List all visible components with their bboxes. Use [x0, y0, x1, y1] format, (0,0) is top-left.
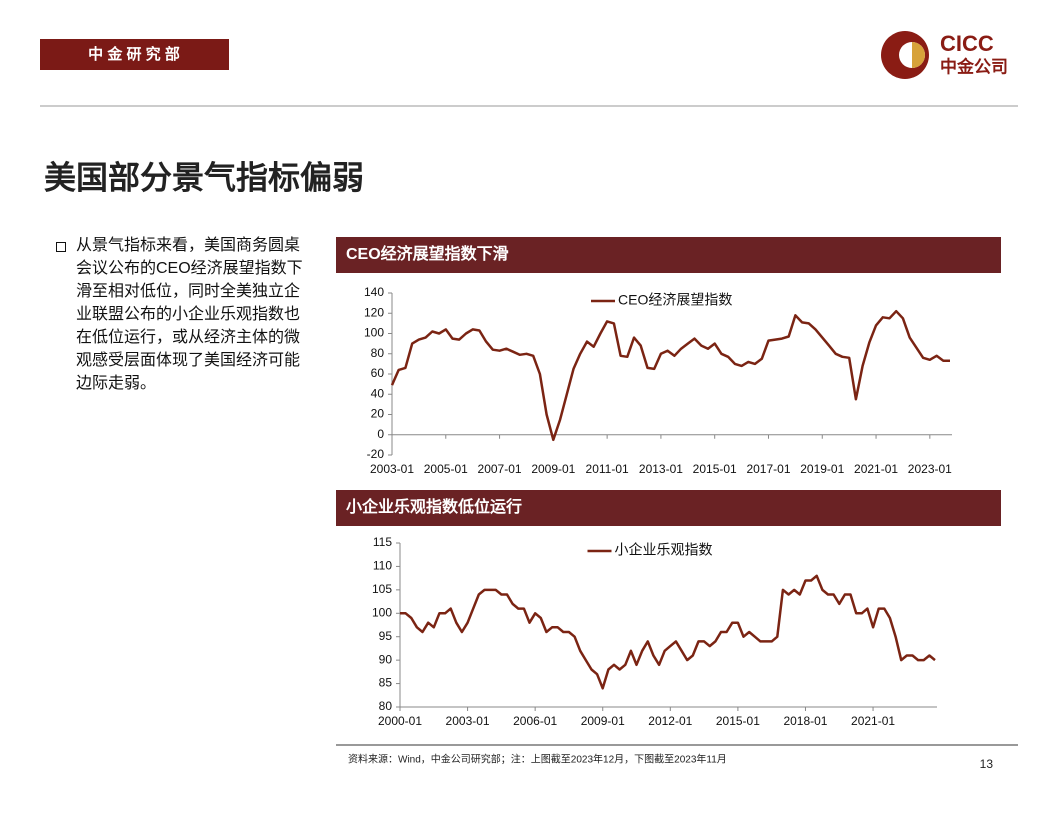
x-tick-label: 2017-01 — [746, 462, 790, 476]
x-tick-label: 2013-01 — [639, 462, 683, 476]
page-number: 13 — [980, 757, 994, 771]
x-tick-label: 2009-01 — [581, 714, 625, 728]
x-tick-label: 2007-01 — [478, 462, 522, 476]
chart-title-bar — [336, 237, 1001, 273]
x-tick-label: 2015-01 — [716, 714, 760, 728]
y-tick-label: 0 — [377, 427, 384, 441]
y-tick-label: 40 — [371, 386, 385, 400]
y-tick-label: 100 — [372, 605, 392, 619]
x-tick-label: 2021-01 — [851, 714, 895, 728]
y-tick-label: 90 — [379, 652, 393, 666]
y-tick-label: 20 — [371, 407, 385, 421]
logo-gold — [912, 42, 925, 68]
data-line — [400, 574, 936, 690]
x-tick-label: 2003-01 — [370, 462, 414, 476]
y-tick-label: 105 — [372, 582, 392, 596]
y-tick-label: 100 — [364, 326, 384, 340]
source: 资料来源：Wind，中金公司研究部；注：上图截至2023年12月，下图截至202… — [348, 753, 727, 766]
x-tick-label: 2009-01 — [531, 462, 575, 476]
x-tick-label: 2015-01 — [693, 462, 737, 476]
chart-title: CEO经济展望指数下滑 — [346, 244, 509, 263]
x-tick-label: 2012-01 — [648, 714, 692, 728]
x-tick-label: 2006-01 — [513, 714, 557, 728]
x-tick-label: 2019-01 — [800, 462, 844, 476]
x-tick-label: 2011-01 — [586, 462, 629, 476]
y-tick-label: 140 — [364, 285, 384, 299]
y-tick-label: 115 — [373, 535, 392, 549]
chart-title: 小企业乐观指数低位运行 — [346, 497, 522, 516]
x-tick-label: 2005-01 — [424, 462, 468, 476]
page-title: 美国部分景气指标偏弱 — [44, 159, 364, 195]
y-tick-label: 110 — [373, 559, 392, 573]
legend-label: CEO经济展望指数 — [618, 292, 732, 308]
y-tick-label: 60 — [371, 366, 385, 380]
logo-en: CICC — [940, 31, 994, 56]
bullet-box — [56, 242, 66, 252]
department: 中 金 研 究 部 — [88, 45, 180, 63]
y-tick-label: 80 — [379, 699, 393, 713]
y-tick-label: 85 — [379, 676, 393, 690]
y-tick-label: 80 — [371, 346, 385, 360]
x-tick-label: 2023-01 — [908, 462, 952, 476]
x-tick-label: 2000-01 — [378, 714, 422, 728]
data-line — [390, 309, 950, 442]
y-tick-label: 95 — [379, 629, 393, 643]
y-tick-label: -20 — [367, 447, 385, 461]
logo-cn: 中金公司 — [940, 56, 1008, 76]
chart-title-bar — [336, 490, 1001, 526]
dept-box — [40, 39, 229, 70]
legend-label: 小企业乐观指数 — [615, 542, 713, 558]
x-tick-label: 2021-01 — [854, 462, 898, 476]
x-tick-label: 2003-01 — [446, 714, 490, 728]
x-tick-label: 2018-01 — [783, 714, 827, 728]
bullet-text: 从景气指标来看，美国商务圆桌会议公布的CEO经济展望指数下滑至相对低位，同时全美… — [76, 237, 303, 392]
y-tick-label: 120 — [364, 305, 384, 319]
